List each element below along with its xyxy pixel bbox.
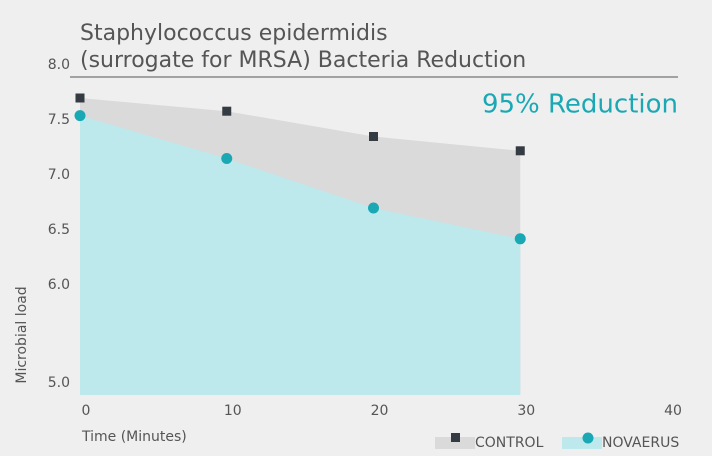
chart-title: Staphylococcus epidermidis: [80, 21, 388, 46]
point: [514, 233, 526, 245]
point: [221, 153, 233, 164]
point: [74, 110, 86, 122]
y-tick-label: 6.5: [48, 222, 70, 238]
annotation: 95% Reduction: [482, 90, 678, 120]
x-tick-label: 30: [517, 403, 535, 419]
y-tick-label: 7.0: [48, 167, 70, 183]
x-tick-label: 20: [371, 403, 389, 419]
legend-label: NOVAERUS: [602, 435, 679, 451]
y-tick-label: 8.0: [48, 57, 70, 73]
legend-swatch: [562, 437, 602, 449]
legend-marker: [582, 432, 594, 444]
x-tick-label: 0: [82, 403, 91, 419]
y-tick-label: 6.0: [48, 277, 70, 293]
point: [368, 202, 379, 214]
y-axis-label: Microbial load: [14, 286, 30, 383]
y-tick-label: 7.5: [48, 112, 70, 128]
x-tick-label: 40: [664, 403, 682, 419]
legend-label: CONTROL: [475, 435, 544, 451]
point: [369, 132, 378, 141]
legend-swatch: [435, 437, 475, 449]
point: [222, 106, 232, 116]
legend-marker: [451, 433, 460, 442]
area: [80, 115, 521, 395]
point: [515, 146, 525, 156]
x-axis-label: Time (Minutes): [81, 429, 187, 445]
x-tick-label: 10: [224, 403, 242, 419]
point: [75, 93, 85, 103]
y-tick-label: 5.0: [48, 375, 70, 391]
chart-title: (surrogate for MRSA) Bacteria Reduction: [80, 48, 526, 73]
